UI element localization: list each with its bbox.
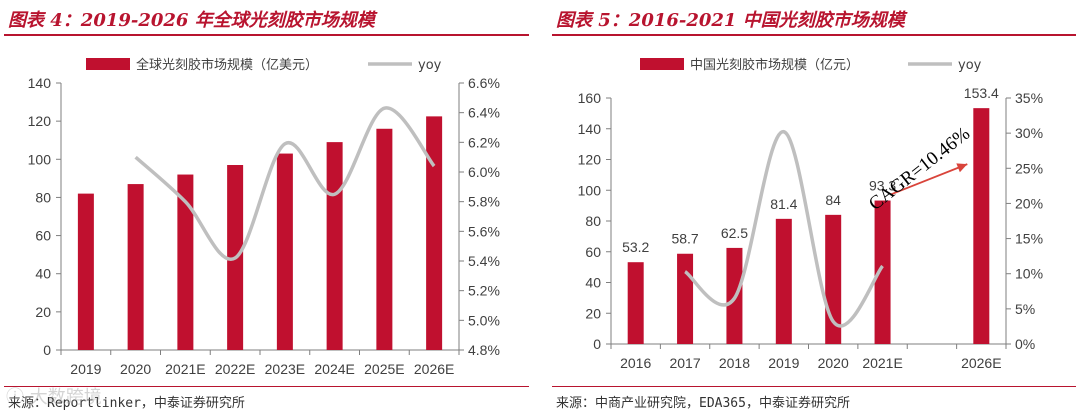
bar [326, 142, 343, 350]
y-tick-label: 100 [578, 182, 602, 198]
x-tick-label: 2018 [719, 355, 750, 371]
x-tick-label: 2019 [70, 361, 101, 377]
y2-tick-label: 5.4% [468, 253, 500, 269]
y2-tick-label: 0% [1015, 336, 1035, 352]
china-photoresist-chart: 0 20 40 60 80 100 120 140 160 0% 5% 10% 15% 20% 25% 30%… [578, 57, 1043, 371]
y-tick-label: 40 [35, 266, 51, 282]
y-tick-label: 0 [593, 336, 601, 352]
y-tick-label: 0 [43, 342, 51, 358]
legend-bar-swatch [86, 58, 130, 70]
data-label: 93.3 [869, 178, 896, 194]
yoy-line [683, 130, 884, 328]
y-tick-label: 120 [578, 152, 602, 168]
figure-title: 图表 4：2019-2026 年全球光刻胶市场规模 [8, 10, 375, 31]
x-tick-label: 2025E [364, 361, 404, 377]
y2-tick-label: 6.4% [468, 105, 500, 121]
x-tick-label: 2020 [120, 361, 151, 377]
y2-tick-label: 25% [1015, 160, 1043, 176]
y2-tick-label: 4.8% [468, 342, 500, 358]
x-tick-label: 2021E [165, 361, 205, 377]
y2-tick-label: 6.0% [468, 164, 500, 180]
title-rule [4, 34, 529, 36]
bar [177, 174, 194, 350]
y2-tick-label: 5.8% [468, 194, 500, 210]
bar [775, 218, 792, 344]
y-tick-label: 60 [35, 228, 51, 244]
x-tick-label: 2026E [414, 361, 454, 377]
bar [127, 184, 144, 350]
x-tick-label: 2024E [314, 361, 354, 377]
data-label: 58.7 [671, 231, 698, 247]
y-tick-label: 80 [585, 213, 601, 229]
data-label: 53.2 [622, 239, 649, 255]
cagr-annotation: CAGR=10.46% [865, 123, 974, 215]
y2-tick-label: 30% [1015, 125, 1043, 141]
global-photoresist-chart: 0 20 40 60 80 100 120 140 4.8% 5.0% 5.2% 5.4% 5.6% 5.… [28, 57, 500, 377]
y-tick-label: 140 [578, 121, 602, 137]
y-tick-label: 60 [585, 244, 601, 260]
y2-tick-label: 5.6% [468, 223, 500, 239]
bar [376, 128, 393, 350]
y-tick-label: 160 [578, 90, 602, 106]
bar [276, 153, 293, 350]
data-label: 62.5 [721, 225, 748, 241]
source-note: 来源：Reportlinker，中泰证券研究所 [8, 396, 245, 411]
cagr-arrow-head [956, 163, 968, 173]
source-rule [4, 386, 529, 387]
x-tick-label: 2017 [669, 355, 700, 371]
x-tick-label: 2020 [818, 355, 849, 371]
legend-line-label: yoy [958, 58, 982, 73]
x-tick-label: 2019 [768, 355, 799, 371]
y-tick-label: 20 [35, 304, 51, 320]
y-tick-label: 40 [585, 275, 601, 291]
y2-tick-label: 5.0% [468, 312, 500, 328]
source-rule [552, 386, 1076, 387]
data-label: 84 [825, 192, 841, 208]
legend-line-label: yoy [418, 58, 442, 73]
data-label: 81.4 [770, 196, 797, 212]
cagr-arrow-line [890, 163, 968, 196]
y2-tick-label: 35% [1015, 90, 1043, 106]
data-label: 153.4 [964, 85, 999, 101]
bar [973, 108, 990, 345]
y-tick-label: 100 [28, 151, 52, 167]
yoy-line [134, 106, 436, 261]
x-tick-label: 2016 [620, 355, 651, 371]
figure-title: 图表 5：2016-2021 中国光刻胶市场规模 [556, 10, 905, 31]
watermark: ⓘ 大数跨境 [6, 387, 102, 408]
y2-tick-label: 6.6% [468, 75, 500, 91]
title-rule [552, 34, 1076, 36]
legend-bar-label: 中国光刻胶市场规模（亿元） [690, 57, 859, 73]
y2-tick-label: 5.2% [468, 283, 500, 299]
y2-tick-label: 6.2% [468, 134, 500, 150]
y-tick-label: 20 [585, 305, 601, 321]
bar [77, 193, 94, 350]
chart-panel-china: 图表 5：2016-2021 中国光刻胶市场规模 0 20 40 60 80 100 120… [548, 0, 1080, 417]
bar [874, 200, 891, 344]
bar [627, 262, 644, 344]
x-tick-label: 2021E [862, 355, 902, 371]
y2-tick-label: 20% [1015, 195, 1043, 211]
y2-tick-label: 15% [1015, 231, 1043, 247]
y2-tick-label: 5% [1015, 301, 1035, 317]
bar [426, 116, 443, 350]
y2-tick-label: 10% [1015, 266, 1043, 282]
bar [677, 253, 694, 344]
x-tick-label: 2022E [215, 361, 255, 377]
y-tick-label: 80 [35, 189, 51, 205]
x-tick-label: 2026E [961, 355, 1001, 371]
x-tick-label: 2023E [265, 361, 305, 377]
legend-bar-label: 全球光刻胶市场规模（亿美元） [136, 57, 318, 73]
source-note: 来源：中商产业研究院，EDA365，中泰证券研究所 [556, 396, 850, 411]
chart-panel-global: 图表 4：2019-2026 年全球光刻胶市场规模 0 20 40 60 80 100 12… [0, 0, 533, 417]
y-tick-label: 120 [28, 113, 52, 129]
y-tick-label: 140 [28, 75, 52, 91]
legend-bar-swatch [640, 58, 684, 70]
